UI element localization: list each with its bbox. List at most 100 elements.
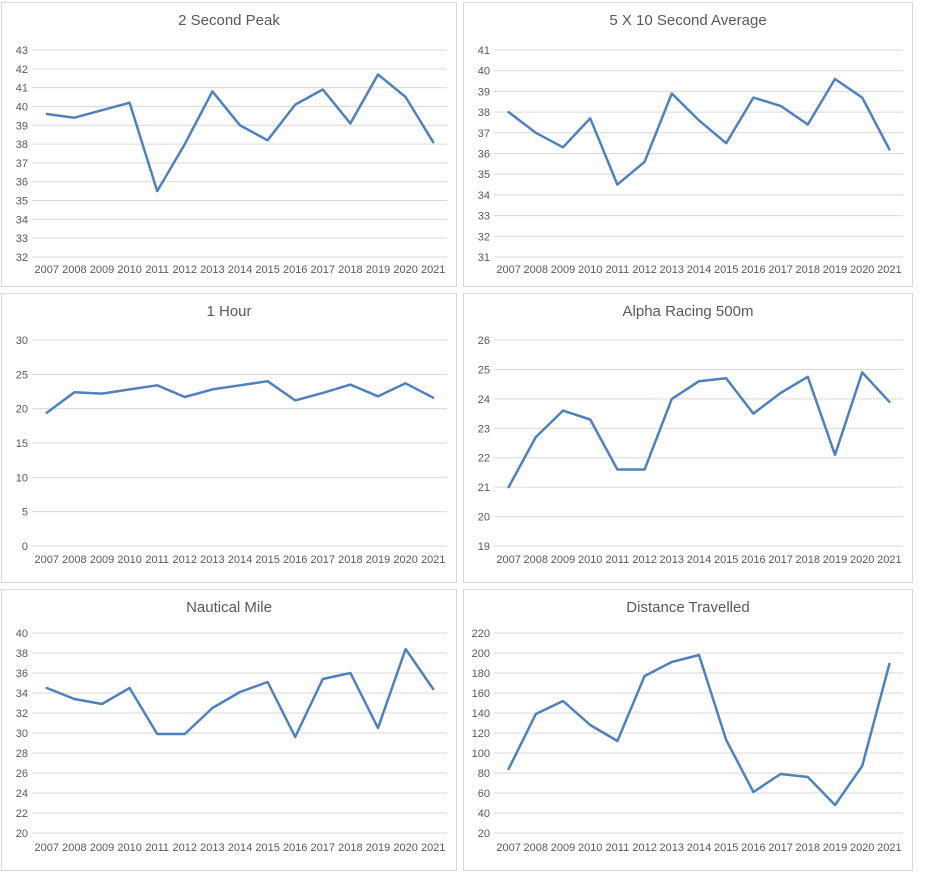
x-tick-label: 2016 [741, 554, 765, 566]
x-tick-label: 2018 [338, 264, 362, 276]
y-tick-label: 38 [16, 139, 28, 151]
panel-2-second-peak: 2 Second Peak 43 42 41 40 39 38 37 36 35 34 33 32 20… [1, 2, 457, 287]
y-tick-label: 32 [478, 231, 490, 243]
x-tick-label: 2017 [768, 554, 792, 566]
y-tick-label: 33 [16, 233, 28, 245]
x-tick-label: 2009 [90, 842, 114, 854]
y-tick-label: 23 [478, 423, 490, 435]
x-tick-label: 2015 [714, 842, 738, 854]
x-tick-label: 2009 [551, 554, 575, 566]
data-series-line [45, 73, 435, 193]
x-tick-label: 2007 [35, 554, 59, 566]
y-tick-label: 40 [16, 628, 28, 640]
y-tick-label: 200 [472, 648, 490, 660]
data-series-line [507, 77, 891, 186]
x-tick-label: 2012 [632, 264, 656, 276]
x-tick-label: 2009 [90, 554, 114, 566]
x-tick-label: 2008 [62, 842, 86, 854]
x-tick-label: 2011 [145, 842, 169, 854]
x-tick-label: 2021 [877, 842, 901, 854]
x-tick-label: 2016 [283, 842, 307, 854]
x-tick-label: 2009 [551, 264, 575, 276]
x-tick-label: 2012 [632, 842, 656, 854]
x-tick-label: 2020 [393, 842, 417, 854]
y-tick-label: 120 [472, 728, 490, 740]
y-tick-label: 30 [16, 728, 28, 740]
x-tick-label: 2011 [145, 264, 169, 276]
x-tick-label: 2017 [311, 264, 335, 276]
x-tick-label: 2014 [687, 842, 711, 854]
x-tick-label: 2018 [796, 264, 820, 276]
y-tick-label: 36 [16, 177, 28, 189]
x-tick-label: 2019 [366, 554, 390, 566]
y-tick-label: 26 [478, 335, 490, 347]
y-tick-label: 20 [16, 828, 28, 840]
y-tick-label: 20 [478, 512, 490, 524]
x-tick-label: 2015 [255, 554, 279, 566]
chart-canvas: 40 38 36 34 32 30 28 26 24 22 20 2007 2008 2009 2010 20… [16, 628, 447, 854]
x-tick-label: 2010 [117, 264, 141, 276]
y-tick-label: 32 [16, 252, 28, 264]
x-tick-label: 2016 [283, 264, 307, 276]
y-tick-label: 80 [478, 768, 490, 780]
x-tick-label: 2008 [62, 264, 86, 276]
x-tick-label: 2010 [578, 554, 602, 566]
y-tick-label: 220 [472, 628, 490, 640]
x-tick-label: 2015 [714, 554, 738, 566]
x-tick-label: 2013 [200, 264, 224, 276]
y-tick-label: 32 [16, 708, 28, 720]
x-tick-label: 2012 [173, 264, 197, 276]
x-tick-label: 2021 [421, 554, 445, 566]
x-tick-label: 2020 [850, 554, 874, 566]
x-tick-label: 2013 [200, 554, 224, 566]
panel-alpha-racing-500m: Alpha Racing 500m 26 25 24 23 22 21 20 19 2007 20… [463, 293, 913, 583]
x-tick-label: 2014 [228, 264, 252, 276]
x-tick-label: 2020 [850, 264, 874, 276]
y-tick-label: 15 [16, 438, 28, 450]
chart-title: 5 X 10 Second Average [609, 12, 767, 29]
y-tick-label: 35 [478, 169, 490, 181]
x-tick-label: 2020 [393, 554, 417, 566]
x-tick-label: 2009 [551, 842, 575, 854]
x-tick-label: 2012 [173, 842, 197, 854]
x-tick-label: 2008 [524, 842, 548, 854]
y-tick-label: 0 [22, 541, 28, 553]
y-tick-label: 28 [16, 748, 28, 760]
y-tick-label: 100 [472, 748, 490, 760]
x-tick-label: 2019 [823, 842, 847, 854]
y-tick-label: 41 [478, 45, 490, 57]
x-tick-label: 2018 [338, 842, 362, 854]
x-tick-label: 2017 [768, 264, 792, 276]
y-tick-label: 33 [478, 211, 490, 223]
y-tick-label: 37 [16, 158, 28, 170]
y-tick-label: 10 [16, 472, 28, 484]
chart-title: 1 Hour [206, 303, 252, 320]
chart-title: Distance Travelled [626, 599, 750, 616]
x-tick-label: 2016 [741, 842, 765, 854]
y-tick-label: 140 [472, 708, 490, 720]
x-tick-label: 2007 [496, 842, 520, 854]
x-tick-label: 2019 [823, 554, 847, 566]
y-tick-label: 41 [16, 83, 28, 95]
chart-title: Alpha Racing 500m [622, 303, 754, 320]
y-tick-label: 60 [478, 788, 490, 800]
panel-5x10-second-average: 5 X 10 Second Average 41 40 39 38 37 36 35 34 33… [463, 2, 913, 287]
chart-canvas: 220 200 180 160 140 120 100 80 60 40 20 2007 2008 200… [472, 628, 903, 854]
y-tick-label: 36 [478, 149, 490, 161]
x-tick-label: 2007 [496, 554, 520, 566]
x-tick-label: 2013 [660, 842, 684, 854]
x-tick-label: 2018 [338, 554, 362, 566]
y-tick-label: 24 [478, 394, 490, 406]
x-tick-label: 2011 [606, 554, 630, 566]
x-tick-label: 2014 [687, 554, 711, 566]
x-tick-label: 2007 [35, 264, 59, 276]
x-tick-label: 2012 [173, 554, 197, 566]
x-tick-label: 2010 [578, 842, 602, 854]
y-tick-label: 180 [472, 668, 490, 680]
y-tick-label: 39 [16, 120, 28, 132]
data-series-line [507, 653, 891, 807]
y-tick-label: 38 [16, 648, 28, 660]
y-tick-label: 19 [478, 541, 490, 553]
